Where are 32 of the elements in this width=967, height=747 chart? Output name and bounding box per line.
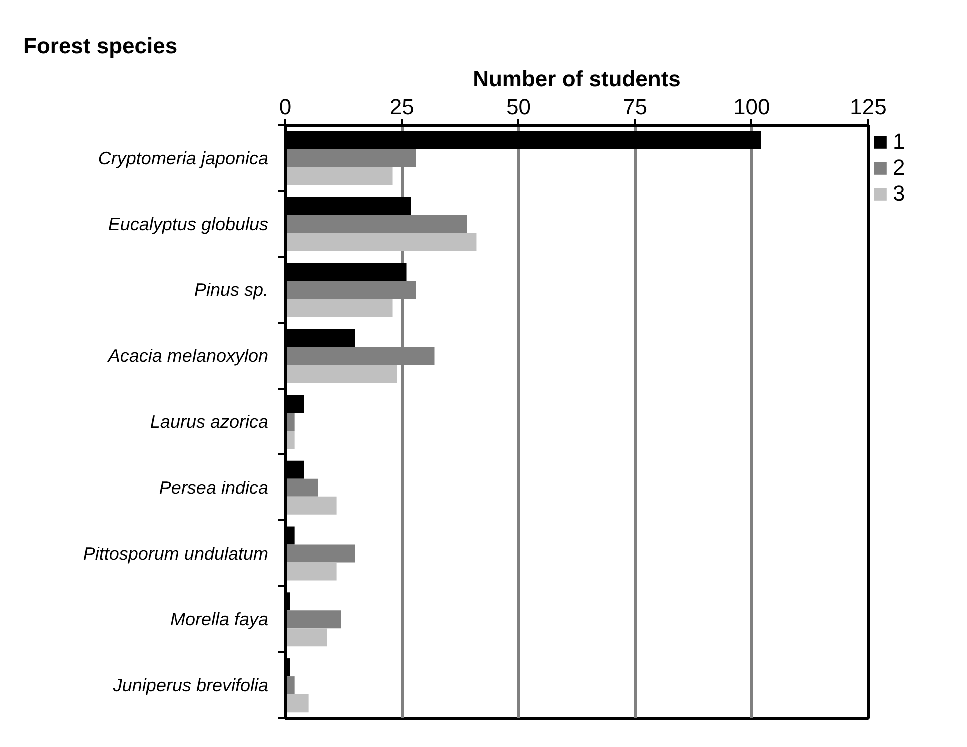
x-tick-label: 0 [279, 94, 292, 120]
bar [286, 562, 337, 581]
y-tick-label: Acacia melanoxylon [107, 346, 269, 366]
y-tick-label: Morella faya [170, 610, 269, 630]
legend-label: 1 [893, 129, 906, 155]
legend-label: 3 [893, 181, 906, 207]
x-tick-label: 25 [390, 94, 414, 120]
bar [286, 610, 342, 629]
y-tick-label: Persea indica [159, 478, 269, 498]
y-tick-label: Cryptomeria japonica [98, 148, 268, 168]
bar [286, 365, 398, 384]
bar [286, 694, 309, 713]
bar [286, 478, 318, 497]
y-axis-title: Forest species [24, 34, 178, 58]
y-tick-label: Pinus sp. [194, 280, 269, 300]
bar [286, 544, 356, 563]
bar [286, 628, 328, 647]
x-tick-label: 50 [506, 94, 531, 120]
y-tick-label: Eucalyptus globulus [108, 214, 269, 234]
legend-label: 2 [893, 155, 906, 181]
x-axis-title: Number of students [473, 66, 681, 92]
x-tick-label: 125 [850, 94, 887, 120]
y-tick-label: Laurus azorica [150, 412, 269, 432]
x-tick-label: 75 [623, 94, 648, 120]
bar [286, 167, 393, 186]
y-tick-label: Pittosporum undulatum [83, 544, 269, 564]
bar [286, 215, 468, 234]
bar [286, 496, 337, 515]
x-tick-label: 100 [734, 94, 770, 120]
y-tick-label: Juniperus brevifolia [112, 676, 269, 696]
bar [286, 299, 393, 318]
bar [286, 233, 477, 252]
